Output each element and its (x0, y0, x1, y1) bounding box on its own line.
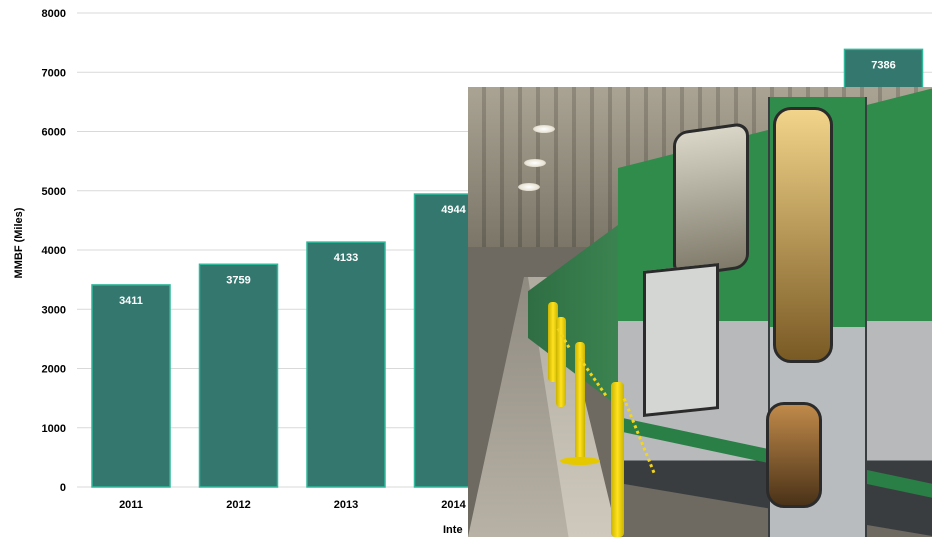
bar-value-label: 3411 (119, 295, 143, 307)
bar (306, 241, 386, 488)
bar (198, 263, 279, 488)
ceiling-lamp-icon (518, 183, 540, 191)
train-door-window-lower (766, 402, 822, 508)
x-tick-label: 2012 (226, 499, 250, 511)
y-tick-label: 7000 (42, 67, 66, 79)
ceiling-lamp-icon (524, 159, 546, 167)
train-side-window (673, 121, 749, 279)
y-tick-label: 2000 (42, 364, 66, 376)
bar (91, 284, 171, 488)
bar-value-label: 7386 (871, 59, 895, 71)
x-tick-label: 2014 (441, 499, 466, 511)
y-tick-label: 4000 (42, 245, 66, 257)
ceiling-lamp-icon (533, 125, 555, 133)
x-tick-label: 2013 (334, 499, 358, 511)
y-tick-label: 8000 (42, 8, 66, 20)
y-tick-label: 6000 (42, 127, 66, 139)
train-platform-photo (468, 87, 932, 537)
stanchion-post (548, 302, 558, 382)
x-axis-title: Inte (443, 524, 463, 536)
bar-value-label: 3759 (226, 274, 250, 286)
stanchion-post (611, 382, 624, 537)
y-axis-title: MMBF (Miles) (13, 207, 25, 278)
train-side-panel (643, 263, 719, 417)
y-tick-labels: 0 1000 2000 3000 4000 5000 6000 7000 8000 (42, 8, 66, 494)
stanchion-post (575, 342, 585, 462)
x-tick-labels: 2011 2012 2013 2014 (119, 499, 467, 511)
y-tick-label: 0 (60, 482, 66, 494)
stanchion-post (556, 317, 566, 407)
train-door-window-upper (773, 107, 833, 363)
bar-value-label: 4133 (334, 252, 358, 264)
y-tick-label: 5000 (42, 186, 66, 198)
y-tick-label: 3000 (42, 304, 66, 316)
stanchion-base (560, 457, 600, 465)
x-tick-label: 2011 (119, 499, 143, 511)
y-tick-label: 1000 (42, 423, 66, 435)
bar-value-label: 4944 (441, 204, 466, 216)
